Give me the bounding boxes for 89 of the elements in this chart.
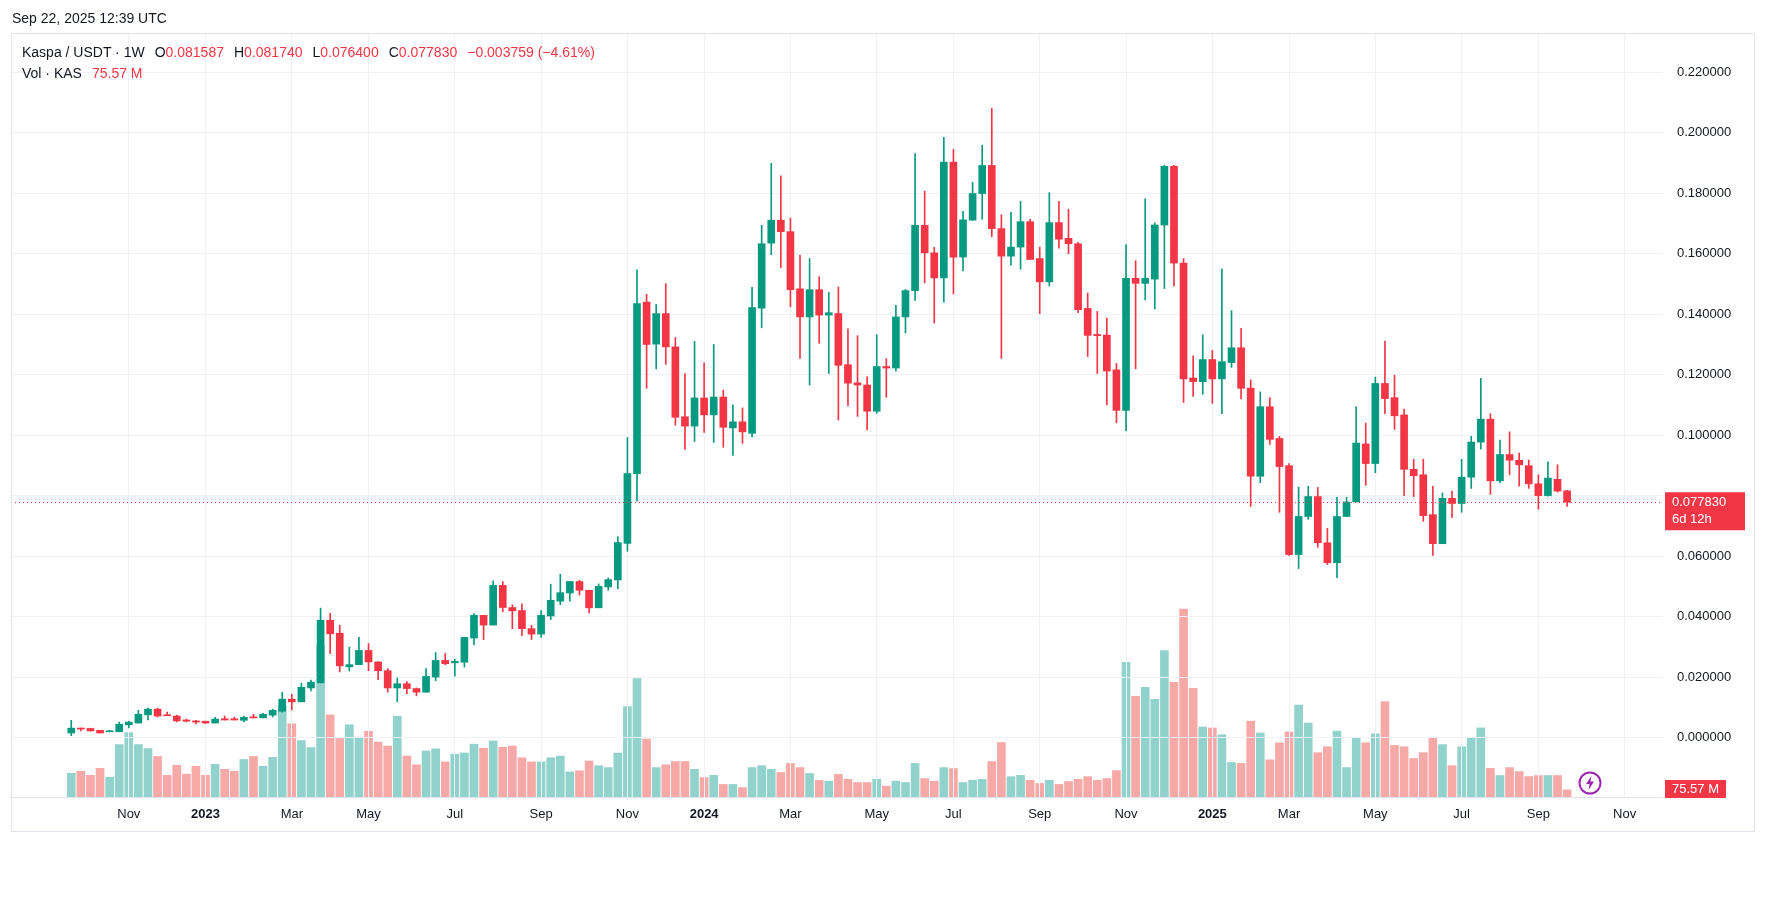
bar [939, 767, 949, 798]
candlestick [287, 693, 296, 711]
annotation: −0.003759 (−4.61%) [467, 44, 595, 60]
x-tick-label: Nov [117, 806, 141, 822]
annotation: 75.57 M [91, 65, 143, 81]
y-tick-label: 0.000000 [1677, 729, 1732, 745]
bar [1447, 765, 1457, 798]
bar [239, 759, 249, 798]
x-tick-label: May [864, 806, 890, 822]
ref-line-label: 0.077830 6d 12h [1672, 493, 1727, 526]
candlestick [681, 373, 689, 450]
candlestick [777, 175, 785, 268]
bar [718, 784, 728, 798]
y-tick-label: 0.180000 [1677, 184, 1732, 200]
y-tick-label: 0.140000 [1677, 305, 1732, 321]
bar [949, 768, 958, 798]
bar [881, 785, 891, 798]
x-tick-label: Sep [1028, 806, 1052, 822]
bar [1361, 742, 1371, 798]
bar [642, 738, 651, 798]
bar [814, 779, 824, 798]
bar [1198, 726, 1208, 798]
candlestick [700, 362, 708, 433]
y-tick-label: 0.220000 [1677, 63, 1732, 79]
bar [690, 768, 699, 798]
candlestick [844, 328, 852, 407]
bar [210, 764, 220, 798]
candlestick [709, 344, 718, 443]
y-tick-label: 0.120000 [1677, 366, 1732, 382]
annotation: Vol · KAS [22, 65, 82, 81]
candlestick [882, 358, 891, 398]
text: 75.57 M [1672, 780, 1719, 796]
bar [392, 715, 402, 798]
bar [66, 772, 76, 798]
y-tick-label: 0.040000 [1677, 608, 1732, 624]
bar [1131, 696, 1140, 798]
x-tick-label: Sep [529, 806, 553, 822]
candlestick [824, 292, 833, 374]
annotation: L0.076400 [312, 44, 379, 60]
candlestick [450, 658, 459, 677]
x-tick-label: Nov [1613, 806, 1637, 822]
text: Sep 22, 2025 12:39 UTC [12, 10, 167, 26]
bar [1438, 744, 1447, 798]
annotation: H0.081740 [233, 44, 303, 60]
candlestick [1381, 340, 1389, 415]
x-tick-label: 2024 [689, 806, 720, 822]
text: Kaspa / USDT · 1W [22, 44, 145, 60]
x-tick-label: May [1363, 806, 1389, 822]
candlestick [1141, 198, 1150, 301]
bar [709, 775, 719, 798]
x-tick-label: Jul [446, 806, 464, 822]
x-tick-label: Mar [779, 806, 803, 822]
candlestick [1189, 355, 1197, 397]
x-tick-label: 2025 [1197, 806, 1227, 822]
bar [287, 723, 297, 798]
bar [440, 761, 450, 798]
candlestick [767, 162, 776, 255]
candlestick [729, 404, 737, 456]
bar [651, 767, 661, 798]
x-tick-label: Jul [945, 806, 962, 822]
bar [488, 740, 498, 798]
y-tick-label: 0.160000 [1677, 245, 1732, 261]
y-tick-label: 0.060000 [1677, 547, 1732, 563]
bar [1255, 732, 1265, 798]
candlestick [393, 677, 402, 703]
x-tick-label: Nov [615, 806, 640, 822]
bar [805, 773, 814, 798]
bar [479, 747, 488, 798]
bar [249, 756, 258, 798]
x-tick-label: Mar [1277, 806, 1301, 822]
bar [1486, 768, 1495, 798]
bar [1044, 779, 1054, 798]
x-tick-label: Jul [1453, 806, 1471, 822]
bar [824, 780, 834, 798]
bar [738, 787, 747, 798]
x-tick-label: 2023 [191, 806, 220, 822]
candlestick [1515, 452, 1523, 487]
y-tick-label: 0.100000 [1677, 426, 1732, 442]
annotation: O0.081587 [154, 44, 224, 60]
x-tick-label: Sep [1526, 806, 1550, 822]
candlestick [1007, 211, 1015, 266]
x-tick-label: Nov [1114, 806, 1139, 822]
y-tick-label: 0.200000 [1677, 124, 1732, 140]
y-tick-label: 0.020000 [1677, 668, 1732, 684]
bar [1371, 733, 1380, 798]
x-tick-label: May [356, 806, 382, 822]
x-tick-label: Mar [280, 806, 304, 822]
candlestick [1218, 268, 1226, 415]
annotation: C0.077830 [388, 44, 458, 60]
